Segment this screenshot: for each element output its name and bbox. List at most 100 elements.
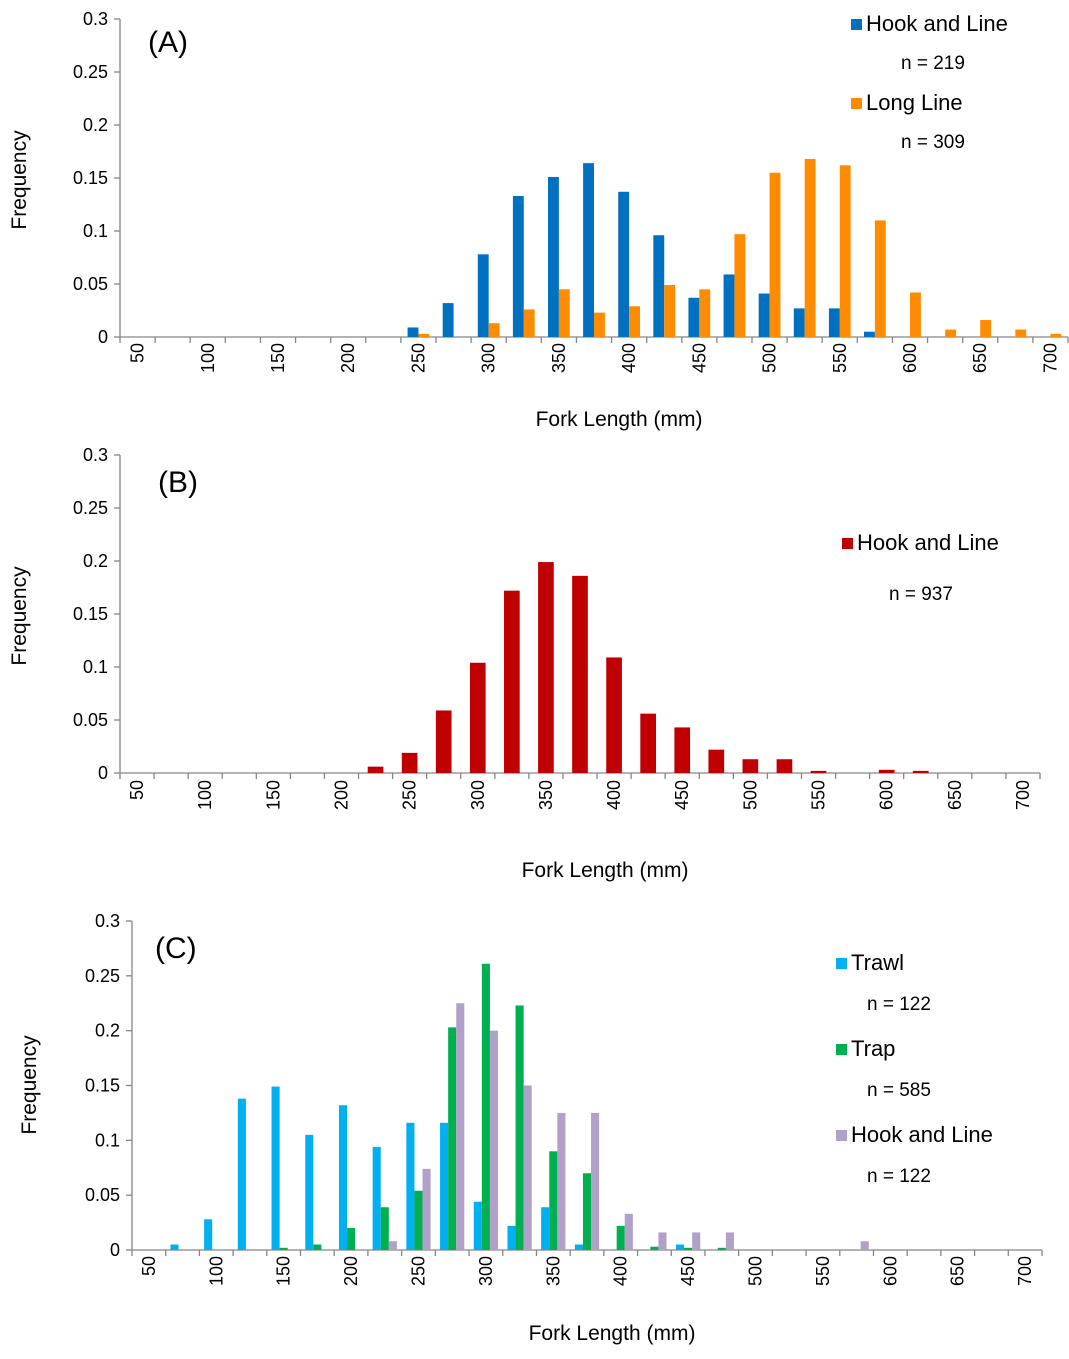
x-tick-label: 700 — [1040, 343, 1060, 373]
x-tick-label: 700 — [1015, 1256, 1035, 1286]
bar-hook-and-line — [456, 1003, 465, 1250]
bar-long-line — [1050, 333, 1062, 337]
bar-trawl — [237, 1098, 246, 1250]
x-tick-label: 250 — [408, 1256, 428, 1286]
bar-trap — [582, 1173, 592, 1250]
x-tick-label: 400 — [611, 1256, 631, 1286]
x-tick-label: 250 — [400, 780, 420, 810]
y-tick-label: 0.25 — [73, 62, 108, 82]
bar-trawl — [406, 1122, 415, 1250]
y-tick-label: 0.15 — [85, 1076, 120, 1096]
bar-trawl — [473, 1201, 482, 1250]
y-tick-label: 0.1 — [95, 1130, 120, 1150]
bar-trap — [515, 1005, 524, 1250]
bar-long-line — [874, 220, 886, 337]
bar-long-line — [734, 234, 746, 337]
bar-long-line — [769, 172, 781, 337]
legend-swatch-hook-and-line — [842, 538, 853, 549]
y-axis-title: Frequency — [8, 130, 31, 230]
bar-hook-and-line — [912, 770, 929, 773]
legend-swatch-long-line — [851, 98, 862, 109]
bar-long-line — [1015, 329, 1027, 337]
bar-hook-and-line — [548, 176, 559, 337]
bar-long-line — [594, 312, 605, 337]
y-tick-label: 0.15 — [73, 168, 108, 188]
bar-trap — [481, 963, 490, 1250]
x-tick-label: 600 — [877, 780, 897, 810]
bar-hook-and-line — [401, 752, 418, 773]
bar-trawl — [271, 1086, 280, 1250]
bar-trap — [650, 1246, 659, 1250]
bar-hook-and-line — [367, 766, 384, 773]
x-tick-label: 200 — [331, 780, 351, 810]
bar-hook-and-line — [725, 1232, 734, 1250]
bar-trap — [684, 1247, 693, 1250]
x-tick-label: 400 — [619, 343, 639, 373]
bar-hook-and-line — [624, 1213, 633, 1250]
y-tick-label: 0.2 — [83, 551, 108, 571]
y-tick-label: 0.25 — [85, 966, 120, 986]
x-tick-label: 50 — [127, 780, 147, 800]
bar-long-line — [699, 289, 711, 337]
bar-trawl — [372, 1146, 381, 1250]
y-tick-label: 0.3 — [83, 445, 108, 465]
panel-label: (C) — [155, 932, 197, 965]
x-tick-label: 500 — [746, 1256, 766, 1286]
x-tick-label: 150 — [274, 1256, 294, 1286]
legend-n-trap: n = 585 — [867, 1080, 931, 1101]
x-tick-label: 50 — [128, 343, 148, 363]
bar-trap — [347, 1228, 356, 1250]
bar-long-line — [910, 292, 921, 337]
x-tick-label: 550 — [809, 780, 829, 810]
bar-hook-and-line — [606, 657, 622, 773]
bar-hook-and-line — [583, 163, 594, 337]
x-tick-label: 300 — [479, 343, 499, 373]
legend-label-long-line: Long Line — [866, 90, 963, 115]
bar-hook-and-line — [758, 293, 770, 337]
x-axis-title: Fork Length (mm) — [536, 408, 703, 431]
x-tick-label: 100 — [206, 1256, 226, 1286]
y-tick-label: 0.2 — [83, 115, 108, 135]
bar-trap — [279, 1247, 288, 1250]
bar-hook-and-line — [572, 575, 588, 773]
legend-n-long-line: n = 309 — [901, 132, 965, 153]
y-tick-label: 0.05 — [73, 274, 108, 294]
chart-panel-3: 0 0.05 0.1 0.15 0.2 0.25 0.3 50 100 150 200 250 300 3… — [18, 911, 1043, 1345]
y-tick-label: 0.3 — [83, 9, 108, 29]
bar-trawl — [305, 1134, 314, 1250]
bar-long-line — [629, 306, 640, 337]
y-axis-title: Frequency — [18, 1035, 41, 1135]
x-tick-label: 200 — [341, 1256, 361, 1286]
bar-trawl — [204, 1219, 213, 1250]
bar-hook-and-line — [793, 308, 805, 337]
bar-hook-and-line — [653, 235, 665, 337]
y-axis-title: Frequency — [8, 566, 31, 666]
bar-hook-and-line — [477, 254, 489, 337]
bar-hook-and-line — [489, 1030, 499, 1250]
bar-hook-and-line — [435, 710, 452, 773]
bar-hook-and-line — [523, 1085, 532, 1250]
bar-hook-and-line — [504, 590, 520, 773]
panel-label: (A) — [148, 26, 188, 59]
chart-panel-2: 0 0.05 0.1 0.15 0.2 0.25 0.3 50 100 150 200 250 300 3… — [8, 445, 1041, 882]
bar-hook-and-line — [591, 1112, 600, 1250]
legend-n-hook-and-line: n = 122 — [867, 1166, 931, 1187]
chart-panel-1: 0 0.05 0.1 0.15 0.2 0.25 0.3 50 100 150 200 250 300 3… — [8, 9, 1069, 431]
bar-trap — [414, 1190, 423, 1250]
x-tick-label: 550 — [813, 1256, 833, 1286]
legend-label-hook-and-line: Hook and Line — [851, 1122, 993, 1147]
bar-hook-and-line — [388, 1241, 397, 1250]
y-tick-label: 0 — [98, 763, 108, 783]
bar-hook-and-line — [618, 191, 630, 337]
bar-trap — [380, 1207, 389, 1250]
x-axis-title: Fork Length (mm) — [522, 859, 689, 882]
legend-swatch-trap — [836, 1044, 847, 1055]
bar-long-line — [418, 333, 430, 337]
x-tick-label: 650 — [970, 343, 990, 373]
y-tick-label: 0.05 — [73, 710, 108, 730]
x-tick-label: 600 — [900, 343, 920, 373]
x-axis-title: Fork Length (mm) — [529, 1322, 696, 1345]
y-tick-label: 0.25 — [73, 498, 108, 518]
legend-label-hook-and-line: Hook and Line — [857, 530, 999, 555]
x-tick-label: 250 — [408, 343, 428, 373]
